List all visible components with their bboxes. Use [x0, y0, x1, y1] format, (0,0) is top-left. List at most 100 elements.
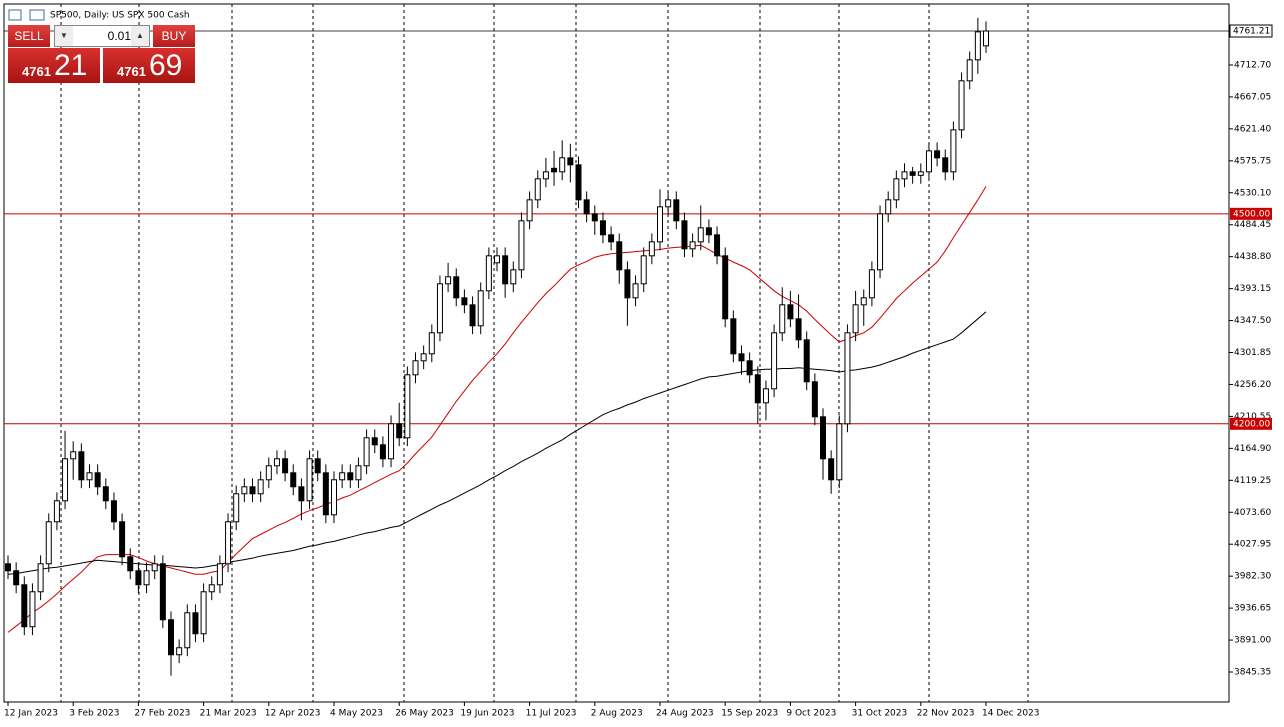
candle-body: [795, 318, 802, 341]
candle-body: [559, 157, 566, 173]
x-tick-label: 31 Oct 2023: [852, 709, 908, 719]
candle-body: [608, 234, 615, 243]
x-tick-label: 3 Feb 2023: [69, 709, 119, 719]
x-tick-label: 19 Jun 2023: [460, 709, 514, 719]
candle-body: [983, 30, 989, 47]
lot-value[interactable]: 0.01: [107, 29, 131, 43]
candle-body: [925, 150, 932, 173]
candle-body: [567, 157, 574, 166]
x-tick-label: 12 Apr 2023: [265, 709, 321, 719]
candle-body: [673, 199, 680, 222]
candle-body: [445, 276, 452, 285]
candle-body: [331, 479, 337, 516]
candle-body: [934, 150, 941, 159]
level-label: 4200.00: [1233, 419, 1270, 429]
x-tick-label: 21 Mar 2023: [200, 709, 257, 719]
lot-down[interactable]: ▼: [55, 26, 73, 46]
candle-body: [355, 465, 362, 481]
candle-body: [640, 255, 647, 285]
candle-body: [159, 563, 166, 621]
candle-body: [347, 472, 354, 481]
candle-body: [510, 269, 517, 285]
candle-body: [705, 227, 712, 236]
candle-body: [974, 31, 981, 61]
x-tick-label: 22 Nov 2023: [917, 709, 975, 719]
candle-body: [273, 458, 280, 467]
last-price-box: [1229, 24, 1273, 38]
x-tick-label: 2 Aug 2023: [591, 709, 643, 719]
candle-body: [290, 472, 297, 488]
candle-body: [632, 283, 639, 299]
candle-body: [388, 423, 395, 460]
candle-body: [241, 486, 248, 495]
candle-body: [404, 374, 411, 439]
y-tick-label: 4119.25: [1234, 476, 1271, 486]
candle-body: [45, 521, 52, 565]
candle-body: [494, 255, 500, 264]
y-tick-label: 4484.45: [1234, 220, 1271, 230]
y-tick-label: 4667.05: [1234, 92, 1271, 102]
candle-body: [257, 479, 264, 495]
y-tick-label: 3982.30: [1234, 572, 1271, 582]
candle-body: [762, 388, 769, 404]
y-tick-label: 3936.65: [1234, 604, 1271, 614]
candle-body: [746, 360, 753, 376]
buy-button[interactable]: BUY: [153, 25, 195, 47]
bid-price[interactable]: 4761 21: [8, 48, 100, 83]
candle-body: [420, 353, 427, 362]
lot-box[interactable]: ▼ 0.01 ▲: [54, 25, 150, 47]
candle-body: [37, 563, 44, 593]
candle-body: [681, 220, 688, 250]
candle-body: [624, 269, 631, 299]
candle-body: [428, 332, 435, 355]
chart-icon[interactable]: [29, 9, 45, 21]
ask-price[interactable]: 4761 69: [103, 48, 195, 83]
candle-body: [860, 297, 867, 306]
x-tick-label: 24 Aug 2023: [656, 709, 714, 719]
candle-body: [363, 437, 370, 467]
candle-body: [542, 171, 549, 180]
level-label-box: [1230, 417, 1272, 430]
candle-body: [78, 451, 85, 481]
candle-body: [110, 500, 117, 523]
candle-body: [787, 304, 794, 320]
level-label-box: [1230, 207, 1272, 220]
candle-body: [62, 458, 69, 502]
candle-body: [282, 458, 289, 474]
candle-body: [583, 199, 590, 215]
candle-body: [453, 276, 460, 299]
candle-body: [53, 500, 60, 523]
candle-body: [852, 304, 859, 334]
y-tick-label: 4393.15: [1234, 284, 1271, 294]
y-tick-label: 4210.55: [1234, 412, 1271, 422]
last-price-label: 4761.21: [1233, 27, 1270, 37]
candle-body: [575, 164, 582, 201]
lot-up[interactable]: ▲: [131, 26, 149, 46]
candle-body: [485, 255, 492, 292]
candle-body: [339, 472, 346, 481]
candle-body: [192, 612, 199, 635]
candle-body: [909, 171, 916, 176]
y-tick-label: 3891.00: [1234, 636, 1271, 646]
candle-body: [738, 353, 745, 362]
candle-body: [526, 199, 533, 222]
candle-body: [436, 283, 443, 334]
menu-icon[interactable]: [8, 9, 22, 21]
candle-body: [176, 647, 183, 656]
candle-body: [151, 563, 158, 572]
x-tick-label: 11 Jul 2023: [526, 709, 577, 719]
y-tick-label: 4164.90: [1234, 444, 1271, 454]
sell-button[interactable]: SELL: [8, 25, 50, 47]
candle-body: [396, 423, 403, 439]
candle-body: [94, 472, 101, 488]
candle-body: [844, 332, 851, 425]
candle-body: [657, 206, 663, 243]
candle-body: [877, 213, 884, 271]
moving-average: [7, 186, 987, 633]
level-label: 4500.00: [1233, 209, 1270, 219]
candle-body: [168, 619, 174, 656]
candle-body: [265, 465, 272, 481]
candle-body: [143, 570, 150, 586]
